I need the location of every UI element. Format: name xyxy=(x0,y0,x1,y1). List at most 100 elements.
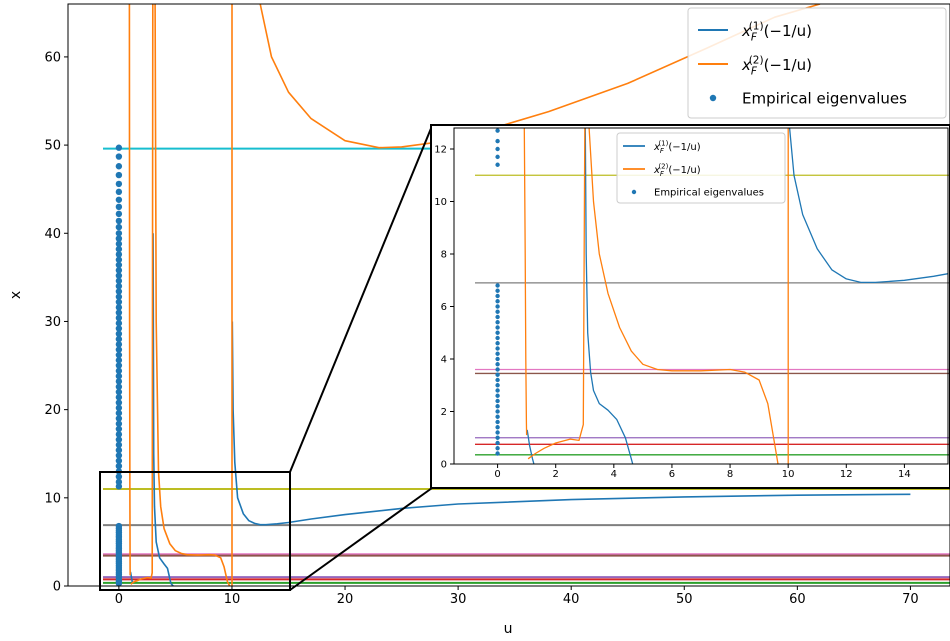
main-eigenvalue-point xyxy=(115,320,123,327)
main-eigenvalue-point xyxy=(115,415,123,422)
main-eigenvalue-point xyxy=(115,251,123,258)
inset-series-1-segment-0 xyxy=(526,429,535,464)
inset-legend-label-3: Empirical eigenvalues xyxy=(654,188,764,199)
inset-axes: 0 2 4 6 8 10 12 14 0 2 4 6 8 10 12 xF(1)(−1/u) xF(2)(−… xyxy=(430,124,950,489)
main-legend-label-2: xF(2)(−1/u) xyxy=(741,54,812,77)
inset-eigenvalue-point xyxy=(495,367,500,372)
inset-legend-label-1: xF(1)(−1/u) xyxy=(653,140,701,156)
main-legend: xF(1)(−1/u) xF(2)(−1/u) Empirical eigenval… xyxy=(687,7,947,119)
inset-x-ticks: 0 2 4 6 8 10 12 14 xyxy=(494,464,911,480)
main-eigenvalue-point xyxy=(115,420,123,427)
main-eigenvalue-point xyxy=(115,367,123,375)
inset-y-ticks: 0 2 4 6 8 10 12 xyxy=(434,145,454,471)
inset-eigenvalue-point xyxy=(495,128,500,133)
main-eigenvalue-point xyxy=(115,522,123,530)
main-eigenvalue-point xyxy=(115,261,123,269)
inset-eigenvalue-point xyxy=(495,154,500,160)
inset-y-tick-label: 12 xyxy=(434,145,447,156)
main-eigenvalue-point xyxy=(115,478,123,486)
main-eigenvalue-point xyxy=(115,282,123,290)
inset-x-tick-label: 8 xyxy=(727,469,733,480)
main-eigenvalue-point xyxy=(115,362,123,369)
inset-y-tick-label: 6 xyxy=(441,302,447,313)
inset-eigenvalue-point xyxy=(495,398,500,404)
inset-eigenvalue-point xyxy=(495,335,500,341)
main-y-tick-label: 40 xyxy=(44,227,61,242)
inset-eigenvalue-point xyxy=(495,330,500,335)
inset-eigenvalue-point xyxy=(495,362,500,367)
main-eigenvalue-point xyxy=(115,203,123,211)
main-eigenvalue-point xyxy=(115,357,123,364)
inset-y-tick-label: 2 xyxy=(441,407,447,418)
main-eigenvalue-point xyxy=(115,314,123,322)
main-eigenvalue-point xyxy=(115,341,123,348)
inset-x-tick-label: 14 xyxy=(898,469,911,480)
main-eigenvalue-point xyxy=(115,171,123,179)
main-series-1-segment-2 xyxy=(231,321,911,526)
inset-frame-outer xyxy=(430,124,950,489)
main-eigenvalue-point xyxy=(115,441,123,449)
main-x-tick-label: 50 xyxy=(676,592,693,607)
main-y-tick-label: 50 xyxy=(44,139,61,154)
zoom-connector-top xyxy=(289,125,433,473)
inset-eigenvalue-point xyxy=(495,293,500,299)
inset-eigenvalue-point xyxy=(495,309,500,314)
main-eigenvalue-point xyxy=(115,309,123,316)
main-y-tick-label: 60 xyxy=(44,50,61,65)
inset-series-2-segment-2 xyxy=(588,127,779,464)
y-axis-label: x xyxy=(8,291,24,299)
main-eigenvalue-point xyxy=(115,457,123,464)
main-eigenvalue-point xyxy=(115,304,123,311)
inset-x-tick-label: 0 xyxy=(494,469,500,480)
inset-eigenvalue-point xyxy=(495,138,500,144)
inset-eigenvalue-point xyxy=(495,351,500,356)
main-eigenvalue-point xyxy=(115,473,123,480)
inset-eigenvalue-point xyxy=(495,325,500,330)
inset-eigenvalue-point xyxy=(495,451,500,456)
main-series-2-segment-2 xyxy=(154,4,231,586)
main-x-tick-label: 70 xyxy=(902,592,919,607)
main-eigenvalue-point xyxy=(115,394,123,401)
main-eigenvalue-point xyxy=(115,452,123,459)
main-eigenvalue-point xyxy=(115,272,123,279)
inset-eigenvalue-point xyxy=(495,388,500,393)
main-eigenvalue-point xyxy=(115,325,123,332)
inset-eigenvalue-point xyxy=(495,162,500,167)
inset-y-tick-label: 0 xyxy=(441,460,447,471)
main-eigenvalue-point xyxy=(115,217,123,225)
inset-eigenvalue-point xyxy=(495,314,500,320)
inset-frame-inner xyxy=(453,127,949,465)
inset-eigenvalue-point xyxy=(495,409,500,414)
inset-x-tick-label: 4 xyxy=(611,469,617,480)
inset-y-tick-label: 10 xyxy=(434,197,447,208)
main-legend-label-1: xF(1)(−1/u) xyxy=(741,20,812,43)
inset-eigenvalue-point xyxy=(495,446,500,451)
main-x-tick-label: 30 xyxy=(450,592,467,607)
inset-eigenvalue-point xyxy=(495,304,500,309)
inset-eigenvalue-point xyxy=(495,372,500,377)
main-series-2-segment-1 xyxy=(130,4,154,585)
main-legend-marker-3 xyxy=(709,94,717,102)
main-eigenvalue-point xyxy=(115,447,123,454)
main-x-ticks: 0 10 20 30 40 50 60 70 xyxy=(115,586,919,607)
main-eigenvalue-point xyxy=(115,462,123,470)
main-legend-box xyxy=(687,7,947,119)
zoom-indicator xyxy=(99,125,433,591)
main-x-tick-label: 0 xyxy=(115,592,123,607)
main-eigenvalue-point xyxy=(115,431,123,438)
main-x-tick-label: 60 xyxy=(789,592,806,607)
main-eigenvalue-point xyxy=(115,378,123,385)
inset-eigenvalue-point xyxy=(495,320,500,325)
inset-series-1-segment-1 xyxy=(584,127,634,464)
main-eigenvalue-point xyxy=(115,436,123,443)
inset-eigenvalue-point xyxy=(495,288,500,293)
main-legend-label-3: Empirical eigenvalues xyxy=(742,89,907,107)
main-eigenvalue-point xyxy=(115,240,123,248)
inset-legend-marker-3 xyxy=(631,189,637,195)
x-axis-label: u xyxy=(504,621,513,637)
main-x-tick-label: 20 xyxy=(337,592,354,607)
main-eigenvalue-point xyxy=(115,335,123,343)
main-plot-area xyxy=(103,4,950,586)
inset-eigenvalue-point xyxy=(495,440,500,446)
